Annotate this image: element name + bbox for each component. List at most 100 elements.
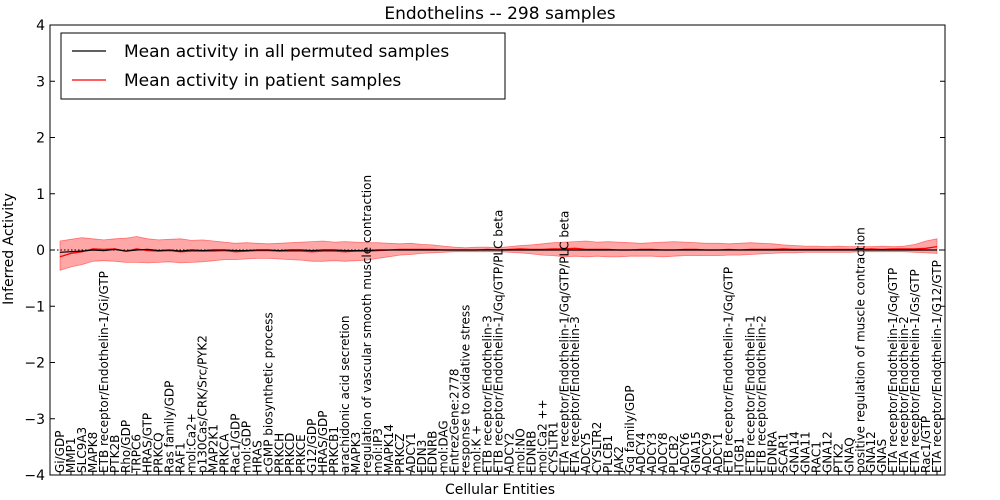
x-tick-label: PLCB2 — [667, 435, 681, 473]
x-tick-label: Rac1/GTP — [919, 416, 933, 473]
x-tick-label: Gi/GDP — [53, 431, 67, 473]
x-tick-label: GNAS — [875, 439, 889, 473]
x-tick-label: EDNRB — [426, 431, 440, 473]
x-tick-label: Rho/GDP — [119, 420, 133, 473]
x-tick-label: PRKCH — [272, 433, 286, 473]
y-tick-label: 0 — [36, 243, 45, 259]
x-tick-label: PRKCD — [283, 433, 297, 473]
x-tick-label: mol:DAG — [437, 420, 451, 473]
x-tick-label: ETB receptor/Endothelin-1/Gq/GTP — [722, 267, 736, 473]
legend-label: Mean activity in all permuted samples — [124, 42, 449, 62]
x-tick-label: HRAS/GDP — [316, 410, 330, 473]
y-tick-label: 3 — [36, 74, 45, 90]
y-tick-label: −4 — [24, 468, 45, 484]
x-tick-label: CYSLTR2 — [590, 422, 604, 473]
x-axis-label: Cellular Entities — [445, 482, 555, 498]
x-tick-label: ADCY1 — [404, 432, 418, 473]
x-tick-label: ETA receptor/Endothelin-3 — [568, 316, 582, 473]
x-tick-label: arachidonic acid secretion — [338, 315, 352, 472]
x-tick-label: mol:Ca2+ — [185, 413, 199, 473]
x-tick-label: RAF1 — [174, 442, 188, 473]
x-tick-label: MAPK3 — [349, 432, 363, 473]
x-tick-label: ADCY9 — [700, 432, 714, 473]
x-tick-label: PRKCE — [294, 434, 308, 473]
x-tick-label: HRAS/GTP — [141, 413, 155, 473]
x-tick-label: PRKCZ — [393, 434, 407, 473]
x-tick-label: ETB receptor/Endothelin-1/Gq/GTP/PLC bet… — [492, 210, 506, 473]
x-tick-label: GNA15 — [689, 431, 703, 473]
y-tick-label: 2 — [36, 131, 45, 147]
x-tick-label: ITGB1 — [733, 437, 747, 473]
legend: Mean activity in all permuted samples Mea… — [60, 32, 506, 100]
x-tick-label: SCAR1 — [777, 433, 791, 473]
x-tick-label: EntrezGene:2778 — [448, 368, 462, 473]
x-tick-label: PTK2 — [831, 443, 845, 473]
x-tick-label: GNA14 — [788, 431, 802, 473]
x-tick-label: ETB receptor/Endothelin-3 — [481, 315, 495, 473]
x-tick-label: positive regulation of muscle contractio… — [853, 227, 867, 473]
x-tick-label: EDNRA — [766, 430, 780, 473]
x-tick-label: EDNRB — [524, 431, 538, 473]
x-tick-label: GNAQ — [842, 437, 856, 473]
x-tick-label: PTK2B — [108, 435, 122, 473]
y-tick-label: −2 — [24, 356, 45, 372]
legend-label: Mean activity in patient samples — [124, 71, 401, 91]
y-tick-label: 1 — [36, 187, 45, 203]
x-tick-label: mol:GDP — [239, 421, 253, 473]
x-tick-label: MAPK14 — [382, 424, 396, 473]
x-tick-label: GNA11 — [799, 431, 813, 473]
x-tick-label: response to oxidative stress — [459, 305, 473, 473]
x-tick-label: PRKCB1 — [327, 426, 341, 473]
x-tick-label: ADCY8 — [656, 432, 670, 473]
x-tick-label: MAP2K1 — [207, 424, 221, 473]
x-tick-label: EDN3 — [415, 440, 429, 473]
x-tick-label: PLCB1 — [601, 435, 615, 473]
y-axis-label: Inferred Activity — [1, 193, 17, 305]
x-tick-label: regulation of vascular smooth muscle con… — [360, 175, 374, 473]
x-tick-label: ADCY5 — [579, 432, 593, 473]
x-tick-label: Gq family/GDP — [623, 385, 637, 473]
x-tick-label: ETA receptor/Endothelin-1/G12/GTP — [930, 260, 944, 473]
y-tick-label: 4 — [36, 18, 45, 34]
x-tick-label: JAK2 — [612, 446, 626, 474]
x-tick-label: ETA receptor/Endothelin-1/Gs/GTP — [908, 269, 922, 473]
permuted-series-line — [59, 248, 937, 253]
chart-title: Endothelins -- 298 samples — [384, 4, 615, 24]
x-tick-label: MAPK8 — [86, 432, 100, 473]
x-tick-label: GNA12 — [820, 431, 834, 473]
x-tick-label: RAC1 — [809, 441, 823, 473]
x-tick-label: Ras family/GDP — [163, 381, 177, 473]
x-tick-label: Rac1/GDP — [228, 414, 242, 473]
x-tick-label: CYSLTR1 — [546, 422, 560, 473]
x-tick-label: ADCY4 — [634, 432, 648, 473]
x-tick-label: TRPC6 — [130, 434, 144, 474]
y-tick-label: −1 — [24, 299, 45, 315]
x-tick-label: p130Cas/CRK/Src/PYK2 — [196, 335, 210, 473]
x-tick-label: PRKCQ — [152, 432, 166, 473]
y-tick-label: −3 — [24, 412, 45, 428]
x-tick-label: ETB receptor/Endothelin-1/Gi/GTP — [97, 271, 111, 473]
x-tick-label: ADCY6 — [678, 432, 692, 473]
x-tick-label: mol:K + — [470, 425, 484, 473]
x-tick-label: ETA receptor/Endothelin-2 — [897, 316, 911, 473]
x-tick-label: ETB receptor/Endothelin-2 — [755, 315, 769, 473]
x-tick-label: ADCY3 — [645, 432, 659, 473]
x-tick-label: mol:IP3 — [371, 428, 385, 473]
x-tick-label: HRAS — [250, 440, 264, 473]
x-tick-label: ETB receptor/Endothelin-1 — [744, 315, 758, 473]
x-tick-label: ADCY1 — [711, 432, 725, 473]
x-tick-label: GNA12 — [864, 431, 878, 473]
x-tick-label: mol:Ca2 ++ — [535, 399, 549, 473]
x-tick-label: ETA receptor/Endothelin-1/Gq/GTP — [886, 268, 900, 473]
x-tick-label: cGMP biosynthetic process — [261, 312, 275, 473]
x-tick-label: SLC9A3 — [75, 427, 89, 473]
x-tick-label: MMP1 — [64, 437, 78, 473]
x-tick-label: mol:NO — [513, 428, 527, 473]
x-tick-label: ETA receptor/Endothelin-1/Gq/GTP/PLC bet… — [557, 211, 571, 473]
confidence-band — [59, 236, 938, 271]
legend-box — [60, 32, 506, 100]
x-tick-label: PRKCA — [217, 433, 231, 473]
x-tick-label: G12/GDP — [305, 419, 319, 473]
